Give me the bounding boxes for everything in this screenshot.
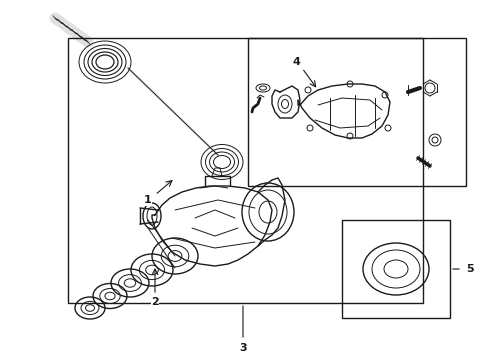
Bar <box>248 38 466 186</box>
Bar <box>68 38 423 303</box>
Bar <box>342 220 450 318</box>
Text: 5: 5 <box>466 264 474 274</box>
Text: 2: 2 <box>151 297 159 307</box>
Text: 4: 4 <box>292 57 300 67</box>
Text: 1: 1 <box>144 195 152 205</box>
Text: 3: 3 <box>239 343 247 353</box>
